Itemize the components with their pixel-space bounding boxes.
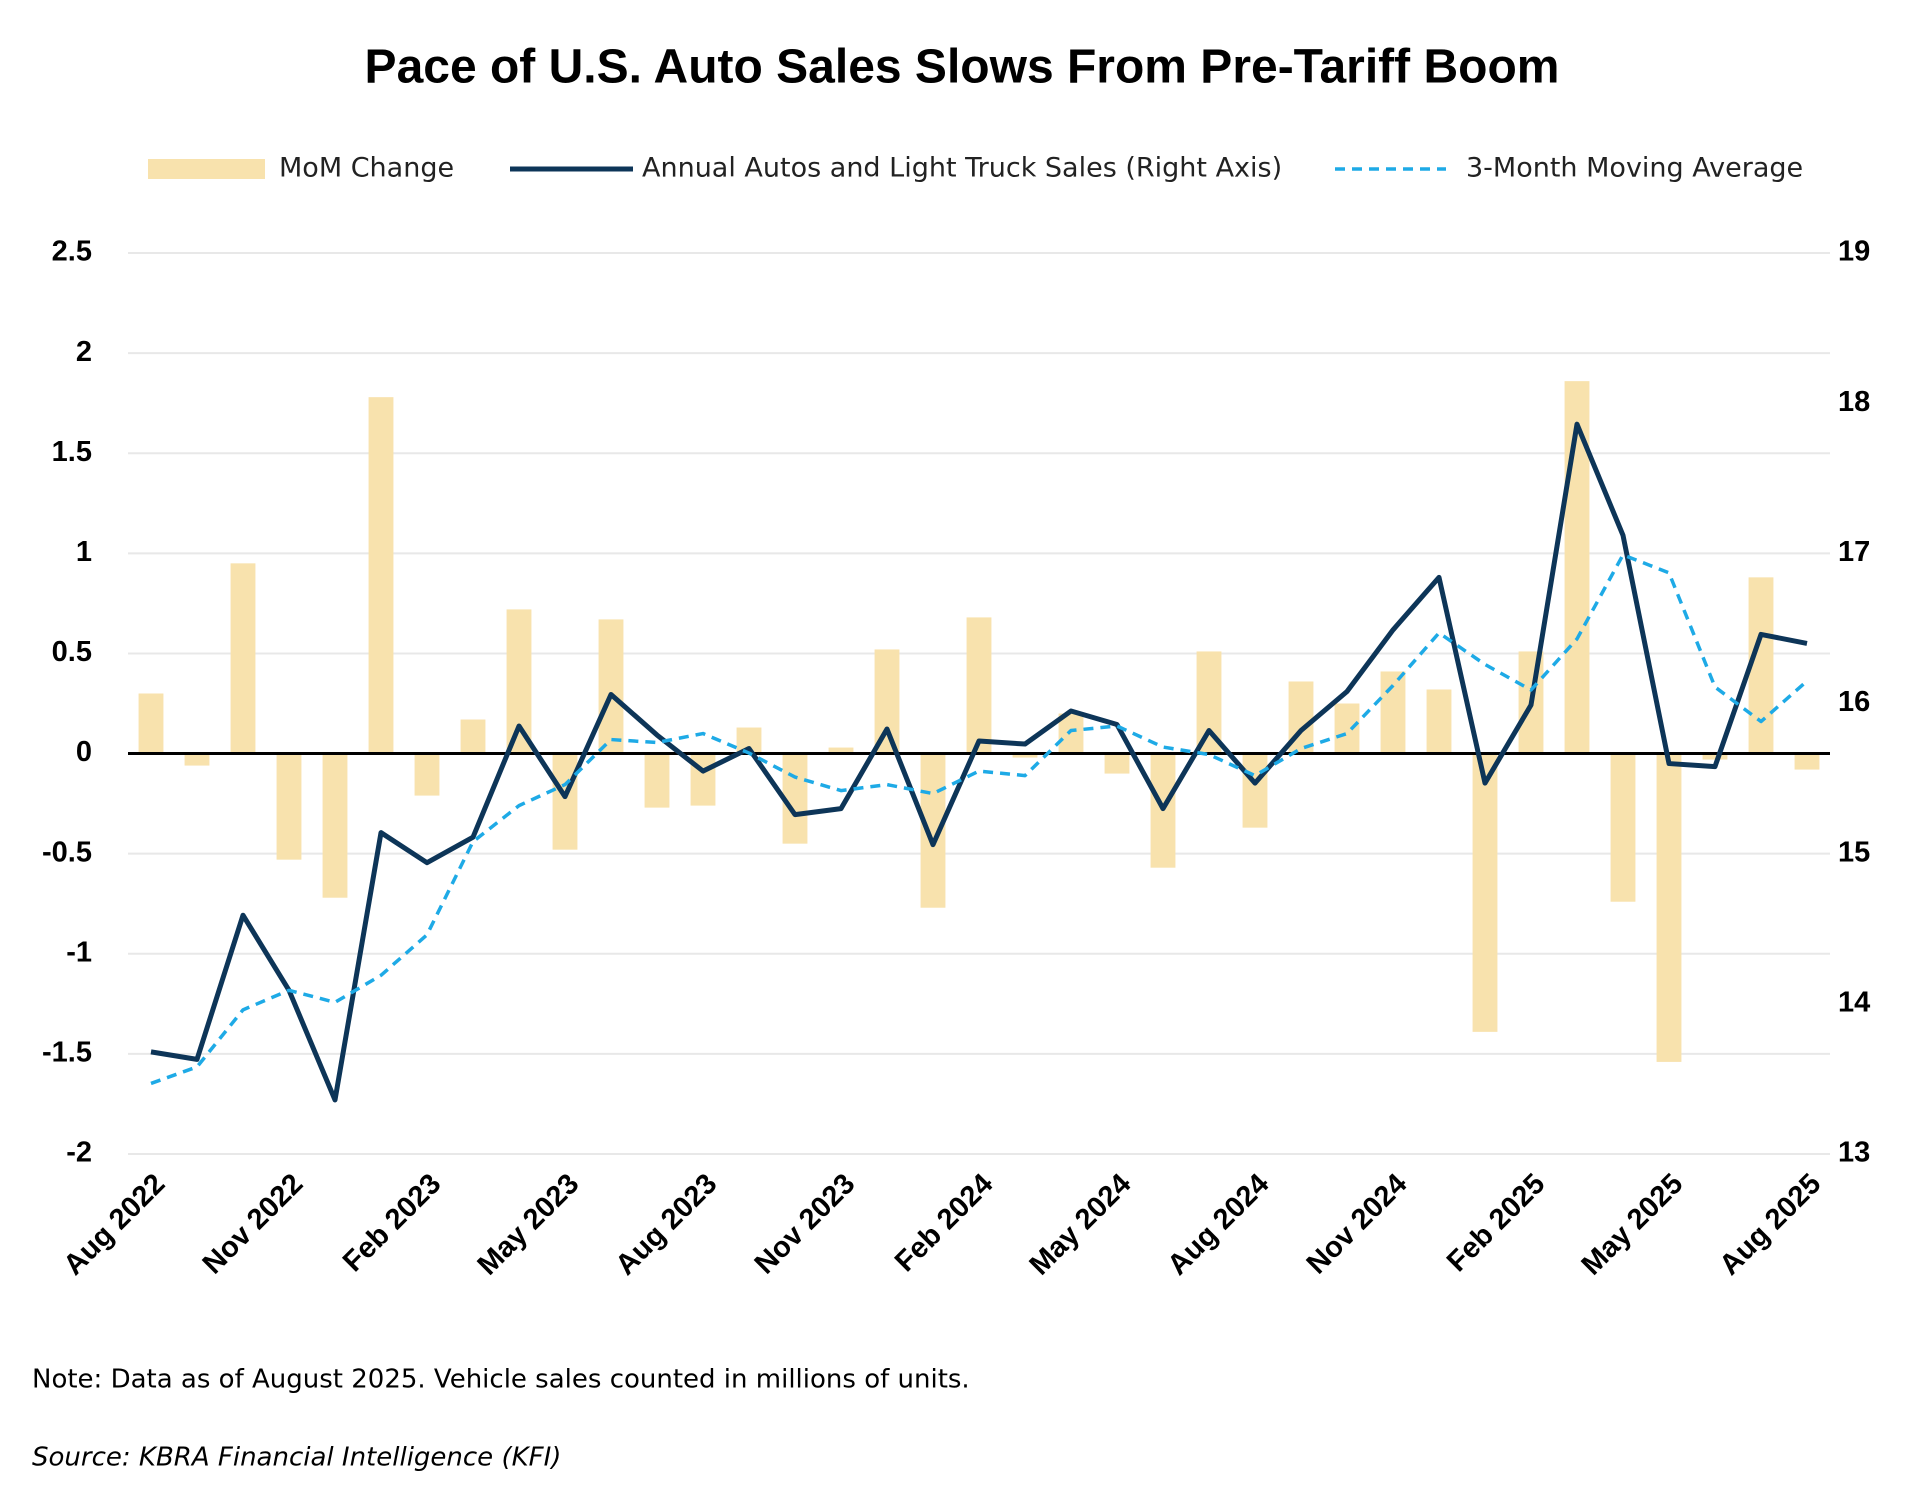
legend-swatch <box>148 159 265 179</box>
chart-title: Pace of U.S. Auto Sales Slows From Pre-T… <box>365 41 1560 94</box>
x-tick-label: May 2025 <box>1576 1168 1690 1282</box>
bar <box>184 753 210 766</box>
y-tick-label: 1 <box>76 536 92 568</box>
y2-tick-label: 19 <box>1838 236 1870 268</box>
bar <box>368 397 394 754</box>
note: Note: Data as of August 2025. Vehicle sa… <box>32 1365 970 1395</box>
y-tick-label: -0.5 <box>42 836 92 868</box>
y2-tick-label: 14 <box>1838 986 1870 1018</box>
bar <box>828 747 854 754</box>
x-tick-label: Aug 2022 <box>58 1168 172 1282</box>
bar <box>552 753 578 850</box>
bar <box>1794 753 1820 770</box>
y-tick-label: 0.5 <box>52 636 92 668</box>
y-tick-label: 1.5 <box>52 436 92 468</box>
y2-tick-label: 13 <box>1838 1137 1870 1169</box>
y2-tick-label: 18 <box>1838 386 1870 418</box>
y-tick-label: 2 <box>76 336 92 368</box>
y-tick-label: -1 <box>66 936 92 968</box>
bar <box>322 753 348 898</box>
line <box>150 421 1808 1103</box>
x-tick-label: May 2024 <box>1024 1168 1138 1282</box>
x-tick-label: Feb 2024 <box>889 1168 999 1278</box>
bar <box>644 753 670 808</box>
x-tick-label: May 2023 <box>472 1168 586 1282</box>
bar <box>1610 753 1636 902</box>
bar <box>1242 753 1268 828</box>
bar <box>460 719 486 754</box>
bar <box>1104 753 1130 774</box>
bar <box>966 617 992 754</box>
bar <box>1012 753 1038 758</box>
x-tick-label: Aug 2023 <box>610 1168 724 1282</box>
x-tick-label: Nov 2023 <box>749 1168 862 1281</box>
legend-label: MoM Change <box>279 153 454 184</box>
legend-label: Annual Autos and Light Truck Sales (Righ… <box>642 153 1282 184</box>
y-tick-label: 0 <box>76 736 92 768</box>
bar <box>138 693 164 754</box>
bar <box>1472 753 1498 1032</box>
line <box>150 553 1809 1086</box>
bar <box>1380 671 1406 754</box>
bar <box>230 563 256 754</box>
x-tick-label: Nov 2024 <box>1301 1168 1414 1281</box>
source: Source: KBRA Financial Intelligence (KFI… <box>32 1443 561 1473</box>
bar <box>414 753 440 796</box>
bar <box>1426 689 1452 754</box>
y-tick-label: -2 <box>66 1137 92 1169</box>
y-tick-label: 2.5 <box>52 236 92 268</box>
bars <box>138 381 1820 1062</box>
x-tick-label: Feb 2023 <box>337 1168 447 1278</box>
bar <box>598 619 624 754</box>
y2-tick-label: 16 <box>1838 686 1870 718</box>
x-tick-label: Aug 2025 <box>1714 1168 1828 1282</box>
bar <box>276 753 302 860</box>
y2-tick-label: 17 <box>1838 536 1870 568</box>
legend-label: 3-Month Moving Average <box>1466 153 1803 184</box>
x-tick-label: Feb 2025 <box>1441 1168 1551 1278</box>
x-tick-label: Nov 2022 <box>197 1168 310 1281</box>
bar <box>1058 713 1084 754</box>
x-tick-label: Aug 2024 <box>1162 1168 1276 1282</box>
y-tick-label: -1.5 <box>42 1037 92 1069</box>
bar <box>1656 753 1682 1062</box>
y2-tick-label: 15 <box>1838 836 1870 868</box>
bar <box>874 649 900 754</box>
bar <box>1702 753 1728 760</box>
bar <box>1334 703 1360 754</box>
